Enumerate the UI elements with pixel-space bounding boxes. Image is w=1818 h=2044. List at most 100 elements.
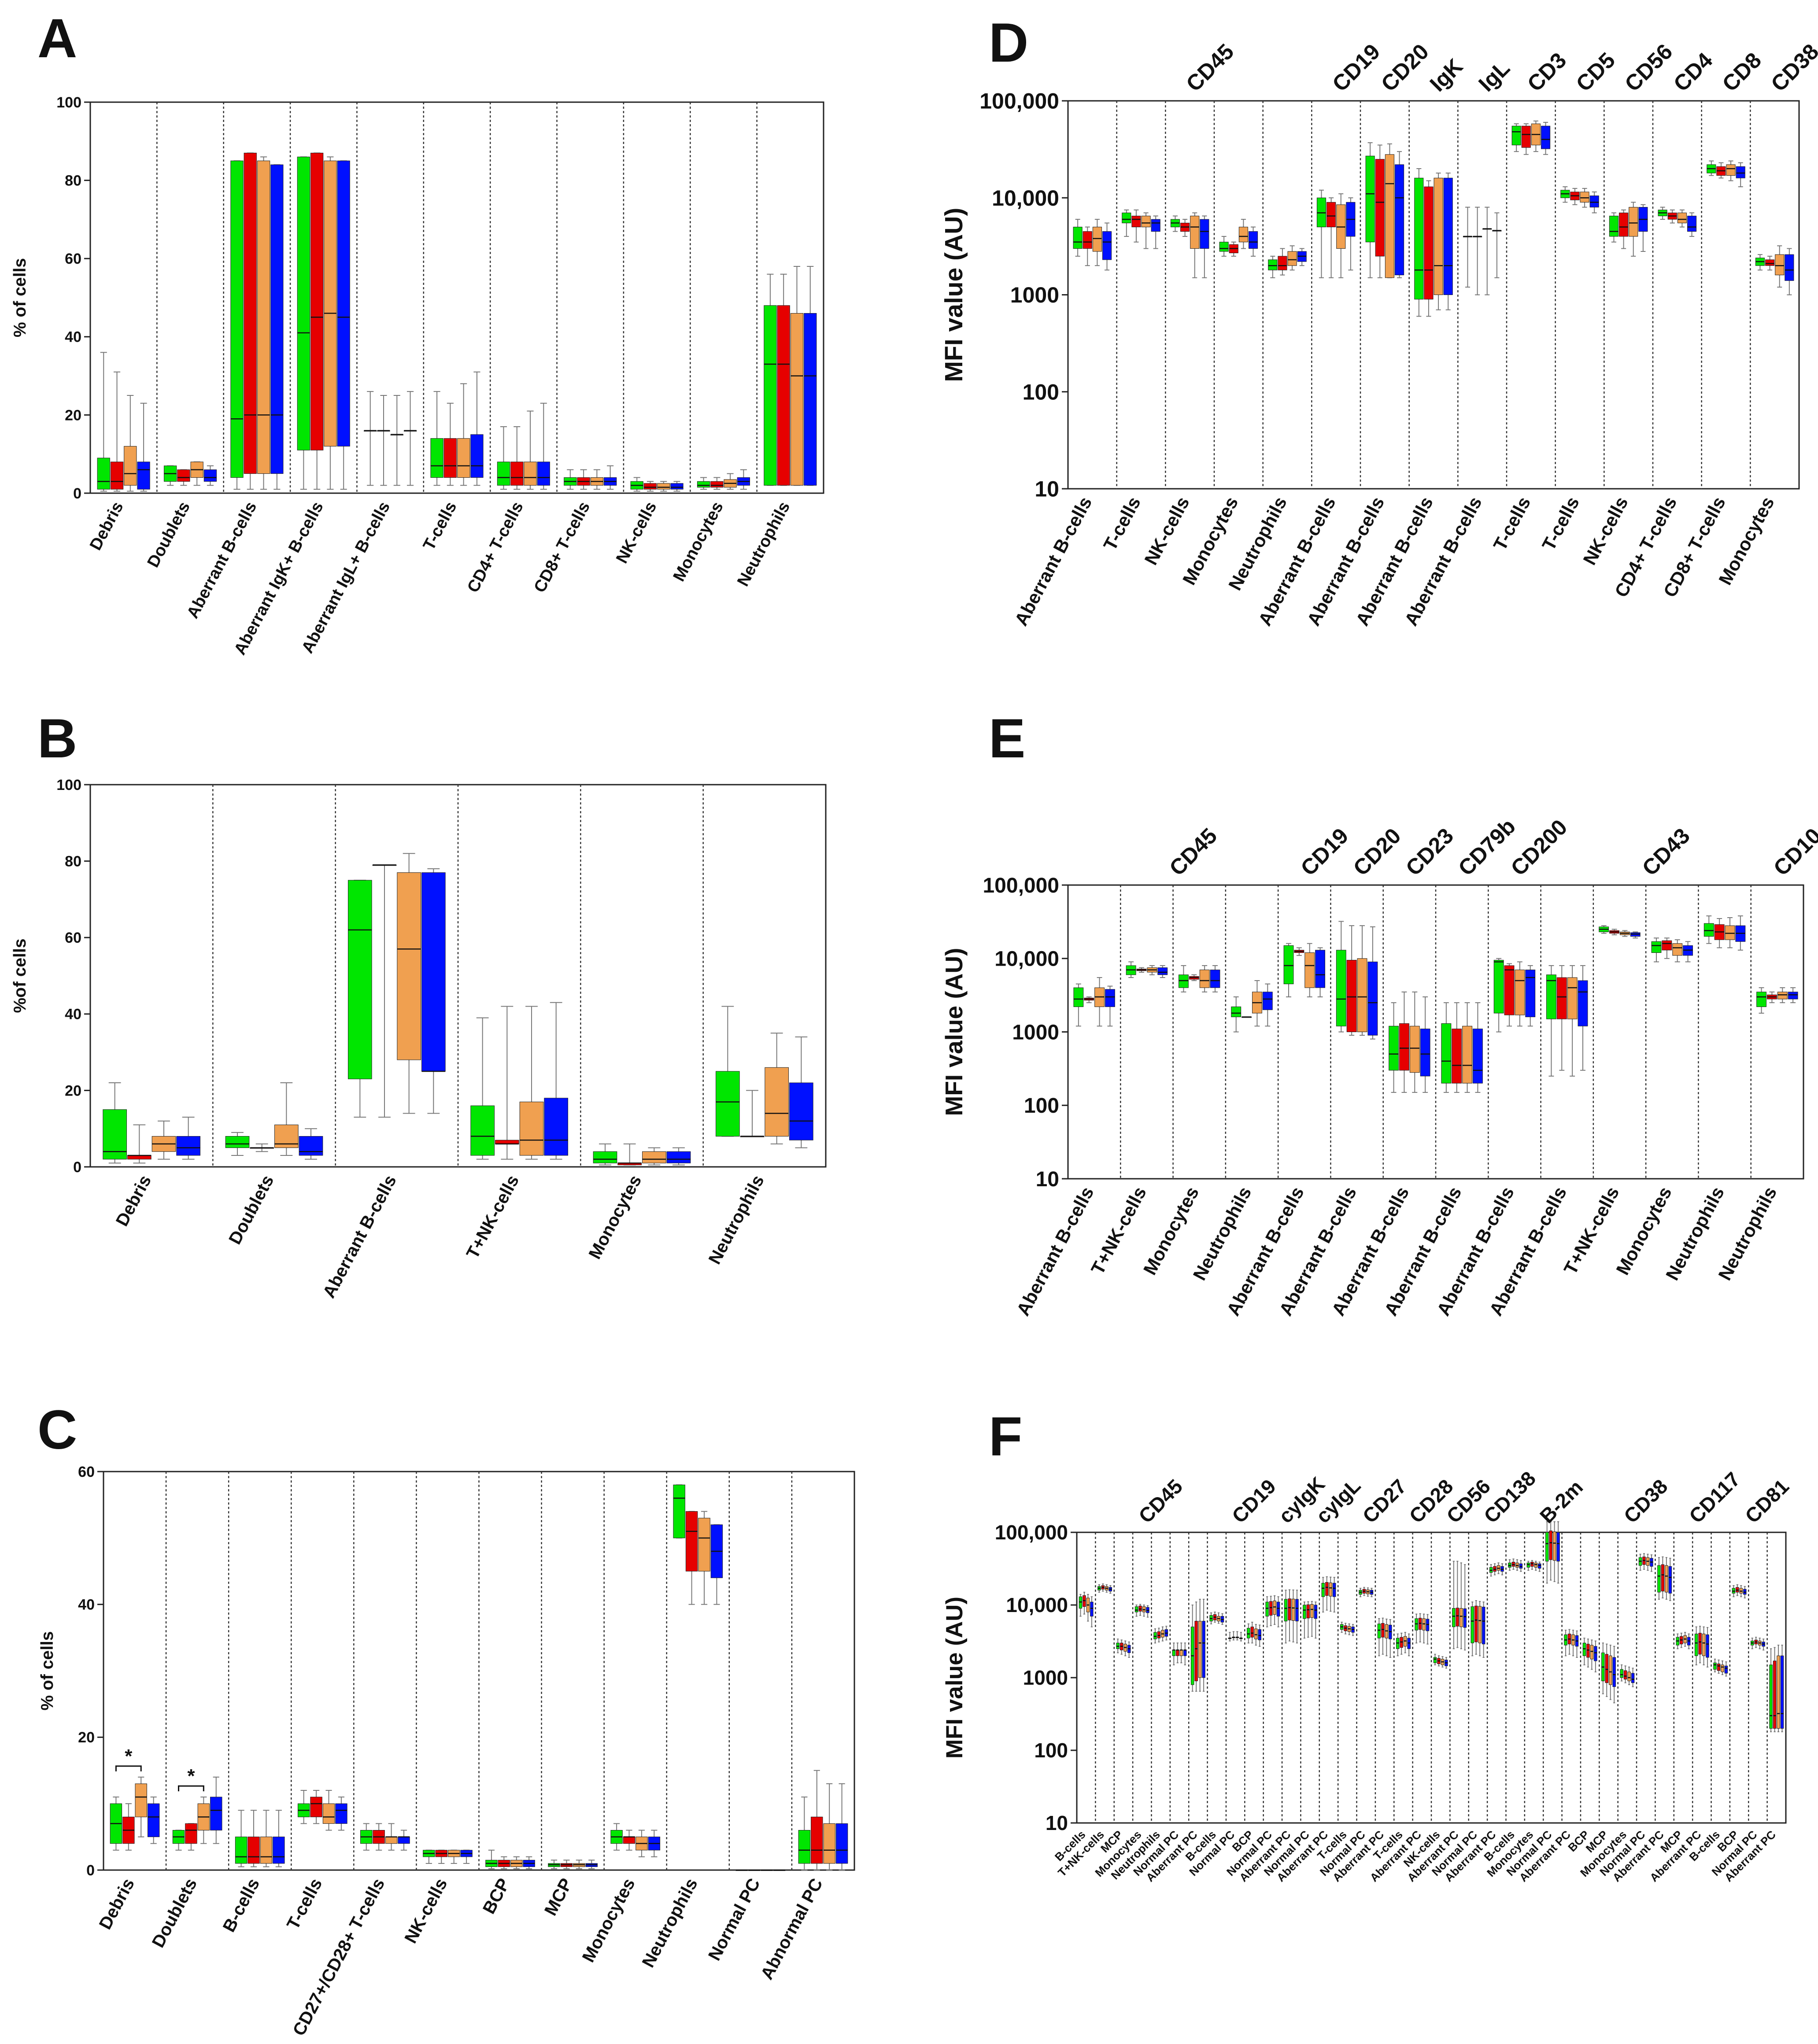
category-label: T-cells [1489, 493, 1534, 554]
category-label: NK-cells [1579, 493, 1632, 568]
box-b [273, 1837, 285, 1864]
box-o [1726, 164, 1736, 176]
y-tick-label: 1000 [1010, 283, 1059, 307]
box-g [1377, 1623, 1381, 1638]
box-b [1262, 992, 1273, 1010]
box-r [1288, 1598, 1291, 1620]
box-g [1703, 923, 1714, 937]
marker-label: CD43 [1637, 823, 1695, 881]
box-r [510, 461, 524, 486]
box-r [1521, 125, 1531, 148]
marker-label: CD56 [1442, 1475, 1495, 1527]
category-label: Aberrant B-cells [1010, 493, 1096, 629]
box-b [1724, 1665, 1728, 1674]
box-r [248, 1837, 260, 1864]
box-r [1556, 977, 1567, 1019]
marker-label: CD3 [1522, 48, 1571, 96]
marker-label: CD45 [1164, 823, 1222, 881]
box-b [1594, 1646, 1597, 1661]
box-b [137, 461, 150, 490]
box-b [1589, 196, 1599, 208]
y-tick-label: 10 [1035, 477, 1059, 502]
box-r [244, 152, 257, 474]
box-g [1172, 1649, 1176, 1656]
marker-label: CD5 [1571, 48, 1620, 96]
y-axis-label: MFI value (AU) [940, 948, 968, 1116]
box-o [257, 160, 270, 474]
category-label: Doublets [148, 1875, 201, 1951]
box-o [1552, 1531, 1556, 1561]
box-o [1677, 212, 1687, 223]
y-tick-label: 80 [65, 853, 81, 870]
box-o [135, 1783, 147, 1817]
box-r [1773, 1660, 1777, 1729]
box-o [1672, 943, 1683, 956]
box-g [1511, 125, 1521, 145]
box-b [1105, 989, 1115, 1007]
box-b [1248, 231, 1258, 249]
box-o [324, 160, 337, 446]
box-o [1725, 925, 1735, 940]
box-r [1765, 259, 1775, 266]
panel-label-a: A [37, 8, 77, 69]
marker-label: CD200 [1506, 815, 1572, 881]
box-g [1609, 215, 1619, 237]
category-label: T-cells [1099, 493, 1145, 554]
box-r [443, 438, 457, 478]
box-r [1346, 959, 1357, 1033]
marker-label: CD19 [1296, 823, 1353, 881]
y-tick-label: 100 [1034, 1739, 1068, 1762]
box-o [1721, 1664, 1724, 1672]
category-label: Aberrant B-cells [183, 499, 260, 622]
y-tick-label: 100 [56, 777, 81, 793]
box-r [310, 152, 324, 450]
box-b [1314, 1605, 1318, 1619]
box-o [1179, 1649, 1183, 1656]
box-b [789, 1082, 813, 1140]
box-o [1329, 1583, 1332, 1597]
plot-frame [1067, 100, 1800, 490]
y-tick-label: 10 [1046, 1812, 1068, 1834]
box-g [1651, 941, 1662, 953]
box-o [823, 1823, 835, 1864]
box-b [1210, 970, 1220, 988]
y-axis-label: %of cells [11, 938, 30, 1013]
category-label: Neutrophils [734, 499, 794, 590]
box-o [1478, 1606, 1482, 1643]
marker-label: IgL [1474, 55, 1515, 96]
box-b [1482, 1606, 1485, 1645]
marker-label: CD38 [1619, 1475, 1672, 1527]
box-o [1273, 1601, 1276, 1615]
box-o [260, 1837, 273, 1864]
category-label: Aberrant B-cells [319, 1172, 400, 1301]
category-label: Debris [86, 499, 127, 553]
box-g [1219, 242, 1229, 252]
box-o [1385, 154, 1394, 278]
box-r [1325, 1582, 1329, 1596]
box-o [1287, 251, 1297, 266]
box-o [397, 872, 421, 1060]
y-tick-label: 60 [78, 1464, 95, 1480]
category-label: Monocytes [579, 1875, 639, 1966]
category-label: NK-cells [401, 1875, 451, 1947]
category-label: B-cells [219, 1875, 263, 1935]
category-label: NK-cells [613, 499, 660, 567]
box-r [310, 1797, 322, 1817]
box-g [1769, 1664, 1773, 1729]
box-g [1122, 212, 1131, 223]
box-b [1202, 1621, 1205, 1678]
marker-label: CD45 [1134, 1475, 1187, 1527]
panel-c: C 0 20 40 60 % of cells Debris Doublets B-cells T… [37, 1399, 855, 2039]
box-r [1586, 1644, 1590, 1658]
box-o [1702, 1634, 1706, 1656]
box-g [1471, 1606, 1474, 1643]
box-r [1131, 215, 1141, 228]
y-tick-label: 0 [86, 1862, 95, 1879]
panel-label-b: B [37, 708, 77, 769]
box-g [348, 880, 372, 1079]
box-g [1620, 1669, 1623, 1678]
marker-label: CD19 [1227, 1475, 1280, 1527]
marker-label: CD19 [1327, 39, 1385, 96]
box-b [337, 160, 350, 446]
box-g [1441, 1023, 1452, 1084]
